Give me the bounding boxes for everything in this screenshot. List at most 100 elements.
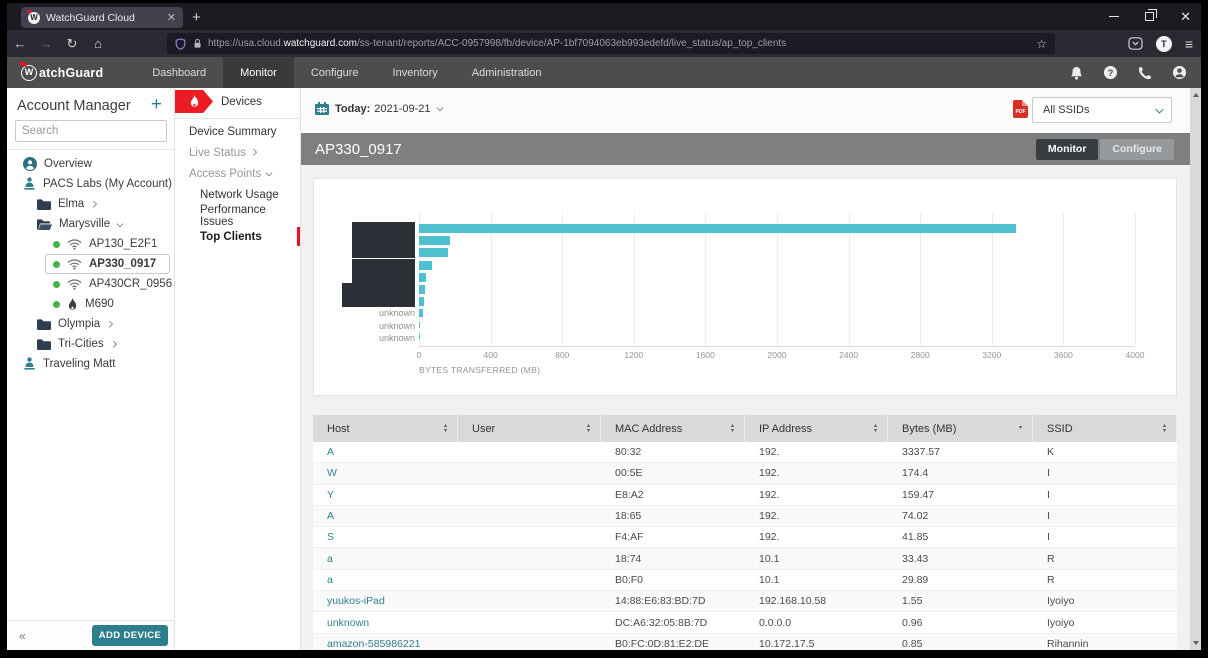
sidebar-item-marysville[interactable]: Marysville [7,214,174,234]
chart-bar [419,272,427,282]
sidebar-item-elma[interactable]: Elma [7,194,174,214]
collapse-sidebar-button[interactable]: « [19,629,26,643]
flame-icon [190,95,198,107]
chart-gridline [562,213,564,346]
sidebar-item-pacs-labs-my-account-[interactable]: PACS Labs (My Account) [7,174,183,194]
sidebar-item-ap330-0917[interactable]: AP330_0917 [7,254,174,274]
chevron-right-icon [249,149,257,156]
cell-bytes: 159.47 [902,488,935,501]
chevron-right-icon [90,200,97,208]
devices-nav-item-live-status[interactable]: Live Status [175,142,300,163]
nav-item-monitor[interactable]: Monitor [223,57,294,88]
shield-icon[interactable] [175,37,186,50]
chart-category-label: unknown [378,320,415,331]
account-icon[interactable] [1172,65,1187,80]
sidebar-item-overview[interactable]: Overview [7,154,174,174]
host-link[interactable]: Y [327,488,335,501]
browser-tab[interactable]: W WatchGuard Cloud ✕ [21,7,183,28]
cell-bytes: 0.96 [902,616,923,629]
wifi-icon [67,238,82,250]
host-link[interactable]: unknown [327,616,370,629]
cell-ssid: I [1047,467,1050,480]
export-pdf-icon[interactable]: PDF [1013,100,1028,118]
host-link[interactable]: yuukos-iPad [327,595,385,608]
ssid-filter-select[interactable]: All SSIDs [1032,97,1172,123]
pocket-icon[interactable] [1128,37,1143,50]
column-header-ssid[interactable]: SSID ▴ ▾ [1033,415,1177,442]
host-link[interactable]: a [327,552,333,565]
sidebar-item-ap130-e2f1[interactable]: AP130_E2F1 [7,234,174,254]
host-link[interactable]: S [327,531,335,544]
back-button[interactable]: ← [13,36,27,51]
devices-nav-item-top-clients[interactable]: Top Clients [175,226,300,247]
nav-item-dashboard[interactable]: Dashboard [152,66,207,79]
column-header-bytes-mb-[interactable]: Bytes (MB) ▾ [888,415,1033,442]
page-scrollbar[interactable] [1190,88,1201,650]
sort-icon[interactable]: ▴ ▾ [730,423,734,434]
status-dot-green [53,300,60,308]
account-person-icon [23,177,36,191]
help-icon[interactable]: ? [1103,65,1118,80]
chart-bar [419,224,1017,233]
window-restore-button[interactable] [1145,9,1158,21]
sort-icon[interactable]: ▴ ▾ [586,423,590,434]
chart-tick-label: 2000 [767,350,787,360]
date-picker[interactable]: Today: 2021-09-21 [315,102,443,115]
sort-desc-icon[interactable]: ▾ [1018,425,1022,432]
nav-item-inventory[interactable]: Inventory [392,66,438,79]
devices-nav-item-label: Top Clients [200,230,262,243]
scroll-up-arrow[interactable] [1192,93,1199,97]
column-header-mac-address[interactable]: MAC Address ▴ ▾ [601,415,745,442]
phone-icon[interactable] [1138,66,1152,80]
bookmark-star-icon[interactable]: ☆ [1036,36,1047,51]
column-header-ip-address[interactable]: IP Address ▴ ▾ [745,415,888,442]
sidebar-item-label: AP430CR_0956 [89,278,173,290]
devices-nav-item-network-usage[interactable]: Network Usage [175,184,300,205]
menu-hamburger-icon[interactable]: ≡ [1184,35,1193,52]
column-header-host[interactable]: Host ▴ ▾ [313,415,458,442]
sort-icon[interactable]: ▴ ▾ [873,423,877,434]
host-link[interactable]: A [327,446,335,459]
url-bar[interactable]: https://usa.cloud.watchguard.com/ss-tena… [167,33,1055,54]
forward-button[interactable]: → [39,36,53,51]
devices-nav-item-label: Live Status [189,146,246,159]
window-close-button[interactable]: ✕ [1180,9,1191,24]
sidebar-item-traveling-matt[interactable]: Traveling Matt [7,354,174,374]
sidebar-item-olympia[interactable]: Olympia [7,314,174,334]
search-input[interactable] [16,125,182,137]
reload-button[interactable]: ↻ [66,35,78,51]
nav-item-configure[interactable]: Configure [310,66,359,79]
chart-bar [419,297,425,307]
add-device-button[interactable]: ADD DEVICE [92,625,168,646]
devices-nav-item-performance-issues[interactable]: Performance Issues [175,204,300,228]
nav-item-administration[interactable]: Administration [471,66,542,79]
host-link[interactable]: amazon-585986221 [327,637,421,650]
host-link[interactable]: a [327,573,333,586]
column-header-user[interactable]: User ▴ ▾ [458,415,601,442]
sort-icon[interactable]: ▴ ▾ [1162,423,1166,434]
sidebar-item-label: PACS Labs (My Account) [43,178,172,190]
tab-close-icon[interactable]: ✕ [166,12,176,24]
sidebar-item-m690[interactable]: M690 [7,294,174,314]
sort-icon[interactable]: ▴ ▾ [443,423,447,434]
window-minimize-button[interactable] [1109,15,1120,18]
sidebar-item-tri-cities[interactable]: Tri-Cities [7,334,174,354]
home-button[interactable]: ⌂ [94,36,102,51]
watchguard-logo[interactable]: W atchGuard [7,57,117,88]
sidebar-item-label: Tri-Cities [58,338,104,350]
devices-nav-item-access-points[interactable]: Access Points [175,163,300,184]
profile-avatar[interactable]: T [1155,35,1172,52]
person-circle-icon [23,157,37,171]
devices-nav-item-device-summary[interactable]: Device Summary [175,121,300,142]
host-link[interactable]: W [327,467,337,480]
scroll-down-arrow[interactable] [1192,641,1199,645]
configure-mode-button[interactable]: Configure [1100,138,1174,160]
notifications-bell-icon[interactable] [1070,66,1083,80]
new-tab-button[interactable]: + [192,9,201,26]
add-account-button[interactable]: + [150,94,162,115]
sidebar-item-ap430cr-0956[interactable]: AP430CR_0956 [7,274,174,294]
cell-ip: 10.1 [759,573,780,586]
host-link[interactable]: A [327,510,335,523]
monitor-mode-button[interactable]: Monitor [1035,138,1099,160]
cell-bytes: 1.55 [902,595,923,608]
